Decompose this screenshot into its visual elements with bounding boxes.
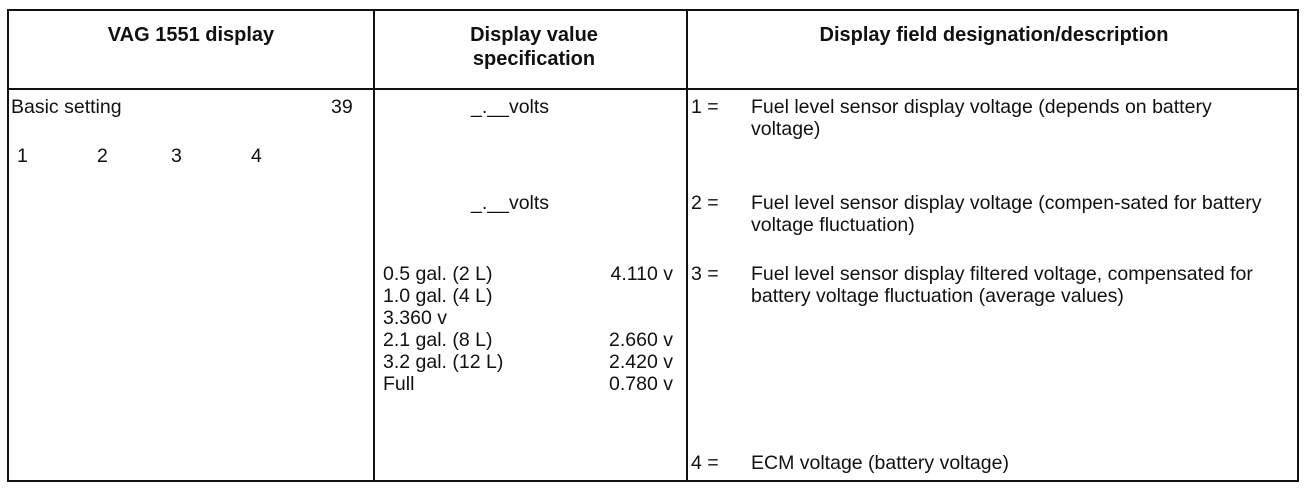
field-description-text: ECM voltage (battery voltage) xyxy=(751,452,1009,474)
column-divider xyxy=(373,11,375,480)
spec-row: 0.5 gal. (2 L) 4.110 v xyxy=(383,263,673,285)
display-field-2: 2 xyxy=(97,145,108,167)
field-description-3: 3 = Fuel level sensor display filtered v… xyxy=(691,263,1291,307)
basic-setting-label: Basic setting xyxy=(11,96,122,118)
fuel-quantity: 1.0 gal. (4 L) xyxy=(383,285,493,307)
field-number: 4 = xyxy=(691,452,719,474)
field-description-2: 2 = Fuel level sensor display voltage (c… xyxy=(691,192,1291,236)
spec-row: 2.1 gal. (8 L) 2.660 v xyxy=(383,329,673,351)
header-field-description: Display field designation/description xyxy=(819,24,1169,46)
fuel-quantity: 3.2 gal. (12 L) xyxy=(383,351,504,373)
header-display-value-spec: Display value specification xyxy=(470,24,598,70)
display-field-3: 3 xyxy=(171,145,182,167)
field-number: 2 = xyxy=(691,192,719,214)
field-description-4: 4 = ECM voltage (battery voltage) xyxy=(691,452,1291,474)
spec-row: 3.360 v xyxy=(383,307,673,329)
display-field-4: 4 xyxy=(251,145,262,167)
spec-row: 1.0 gal. (4 L) xyxy=(383,285,673,307)
spec-volts-1: _.__volts xyxy=(471,96,550,118)
header-vag-display: VAG 1551 display xyxy=(107,24,275,46)
spec-volts-2: _.__volts xyxy=(471,192,550,214)
fuel-quantity: Full xyxy=(383,373,415,395)
spec-row: 3.2 gal. (12 L) 2.420 v xyxy=(383,351,673,373)
fuel-quantity: 2.1 gal. (8 L) xyxy=(383,329,493,351)
column-divider xyxy=(686,11,688,480)
fuel-quantity: 3.360 v xyxy=(383,307,447,329)
fuel-level-voltage-table: 0.5 gal. (2 L) 4.110 v 1.0 gal. (4 L) 3.… xyxy=(383,263,673,395)
field-number: 1 = xyxy=(691,96,719,118)
voltage-value: 4.110 v xyxy=(610,263,673,285)
field-description-1: 1 = Fuel level sensor display voltage (d… xyxy=(691,96,1291,140)
fuel-quantity: 0.5 gal. (2 L) xyxy=(383,263,493,285)
display-field-1: 1 xyxy=(17,145,28,167)
spec-row: Full 0.780 v xyxy=(383,373,673,395)
voltage-value: 0.780 v xyxy=(609,373,673,395)
field-description-text: Fuel level sensor display voltage (compe… xyxy=(751,192,1262,236)
field-description-text: Fuel level sensor display filtered volta… xyxy=(751,263,1253,307)
voltage-value: 2.420 v xyxy=(609,351,673,373)
field-description-text: Fuel level sensor display voltage (depen… xyxy=(751,96,1212,140)
specification-table: VAG 1551 display Display value specifica… xyxy=(7,9,1299,482)
voltage-value: 2.660 v xyxy=(609,329,673,351)
field-number: 3 = xyxy=(691,263,719,285)
display-group-number: 39 xyxy=(331,96,353,118)
header-divider xyxy=(9,88,1297,90)
